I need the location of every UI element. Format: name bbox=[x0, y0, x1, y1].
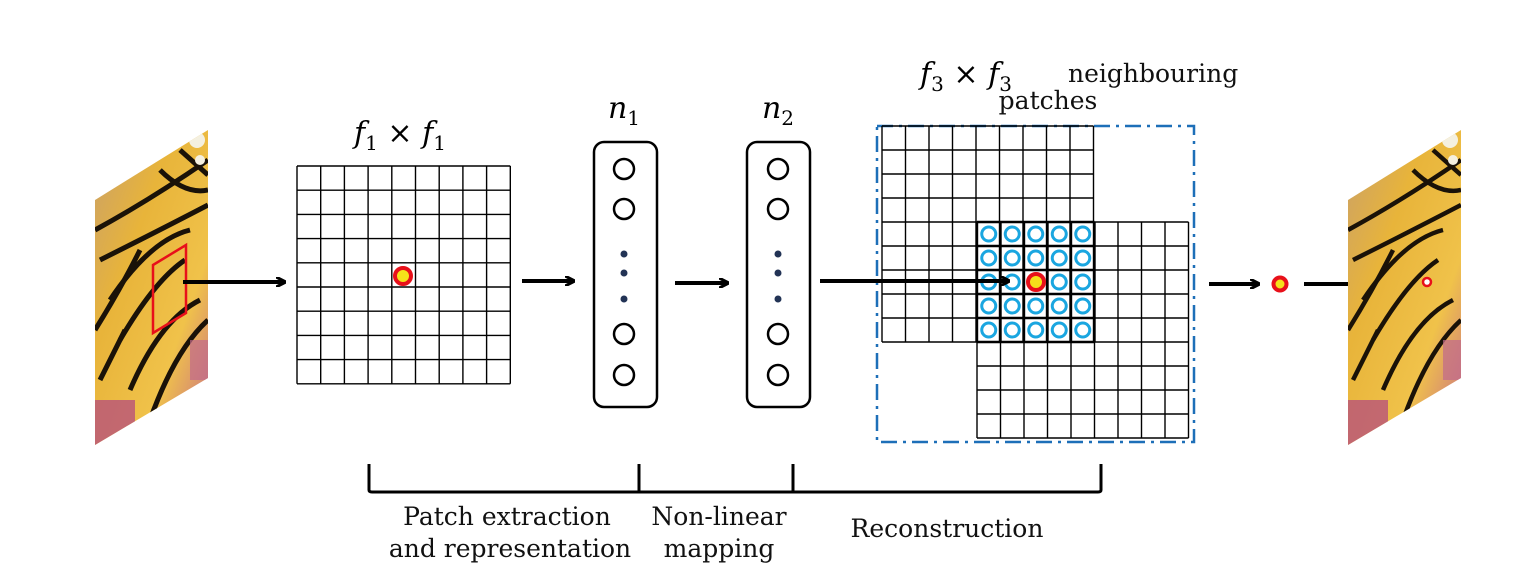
neighbour-circle bbox=[1050, 225, 1068, 243]
neighbour-patch-grid-bottom-right bbox=[976, 221, 1190, 439]
neighbour-circle bbox=[1003, 225, 1021, 243]
neighbour-circle bbox=[1027, 321, 1045, 339]
patch-grid bbox=[296, 165, 511, 385]
stage-bracket bbox=[367, 464, 1103, 494]
neighbour-circle bbox=[1003, 249, 1021, 267]
n2-label: n2 bbox=[762, 91, 794, 130]
neighbour-circle bbox=[1003, 321, 1021, 339]
neighbour-circle bbox=[1027, 249, 1045, 267]
neuron bbox=[766, 157, 790, 181]
neighbour-circle bbox=[1027, 297, 1045, 315]
stage3-caption: Reconstruction bbox=[851, 514, 1044, 543]
neighbour-circle bbox=[1027, 225, 1045, 243]
neighbour-circle bbox=[1074, 273, 1092, 291]
neighbour-circle bbox=[1003, 297, 1021, 315]
input-image bbox=[95, 130, 208, 445]
ellipsis-dot bbox=[620, 295, 628, 303]
ellipsis-dot bbox=[774, 250, 782, 258]
patch-size-label: f1 × f1 bbox=[352, 116, 446, 155]
ellipsis-dot bbox=[774, 269, 782, 277]
feature-layer-2 bbox=[745, 140, 812, 409]
stage1-caption-line1: Patch extraction bbox=[403, 502, 611, 531]
neighbour-circle bbox=[980, 249, 998, 267]
neighbour-circle bbox=[1074, 297, 1092, 315]
neighbour-circle bbox=[1050, 249, 1068, 267]
neighbour-size-label: f3 × f3 bbox=[918, 57, 1012, 96]
neighbour-circle bbox=[1050, 297, 1068, 315]
neuron bbox=[612, 157, 636, 181]
overlap-region bbox=[975, 220, 1096, 344]
neuron bbox=[612, 363, 636, 387]
patch-outline bbox=[151, 242, 188, 336]
ellipsis-dot bbox=[620, 269, 628, 277]
neuron bbox=[766, 197, 790, 221]
neighbour-circle bbox=[1074, 249, 1092, 267]
neighbour-circle bbox=[980, 321, 998, 339]
neighbour-circle bbox=[980, 297, 998, 315]
output-image bbox=[1348, 130, 1461, 445]
neuron bbox=[612, 197, 636, 221]
stage1-caption-line2: and representation bbox=[389, 534, 631, 563]
stage2-caption-line2: mapping bbox=[664, 534, 775, 563]
neighbour-patch-grid-top-left bbox=[881, 125, 1095, 343]
neighbour-circle bbox=[980, 225, 998, 243]
neuron bbox=[766, 363, 790, 387]
neighbour-text-line1: neighbouring bbox=[1068, 59, 1238, 88]
output-pixel bbox=[1271, 275, 1289, 293]
neighbour-circle bbox=[1074, 225, 1092, 243]
output-image-pixel bbox=[1421, 276, 1433, 288]
neuron bbox=[766, 322, 790, 346]
ellipsis-dot bbox=[620, 250, 628, 258]
neighbour-text-line2: patches bbox=[999, 86, 1098, 115]
ellipsis-dot bbox=[774, 295, 782, 303]
center-pixel bbox=[393, 266, 413, 286]
neighbour-circle bbox=[1050, 273, 1068, 291]
neuron bbox=[612, 322, 636, 346]
neighbour-circle bbox=[1074, 321, 1092, 339]
reconstruction-center-pixel bbox=[1026, 272, 1046, 292]
stage2-caption-line1: Non-linear bbox=[651, 502, 786, 531]
n1-label: n1 bbox=[608, 91, 640, 130]
neighbour-circle bbox=[1050, 321, 1068, 339]
feature-layer-1 bbox=[592, 140, 659, 409]
